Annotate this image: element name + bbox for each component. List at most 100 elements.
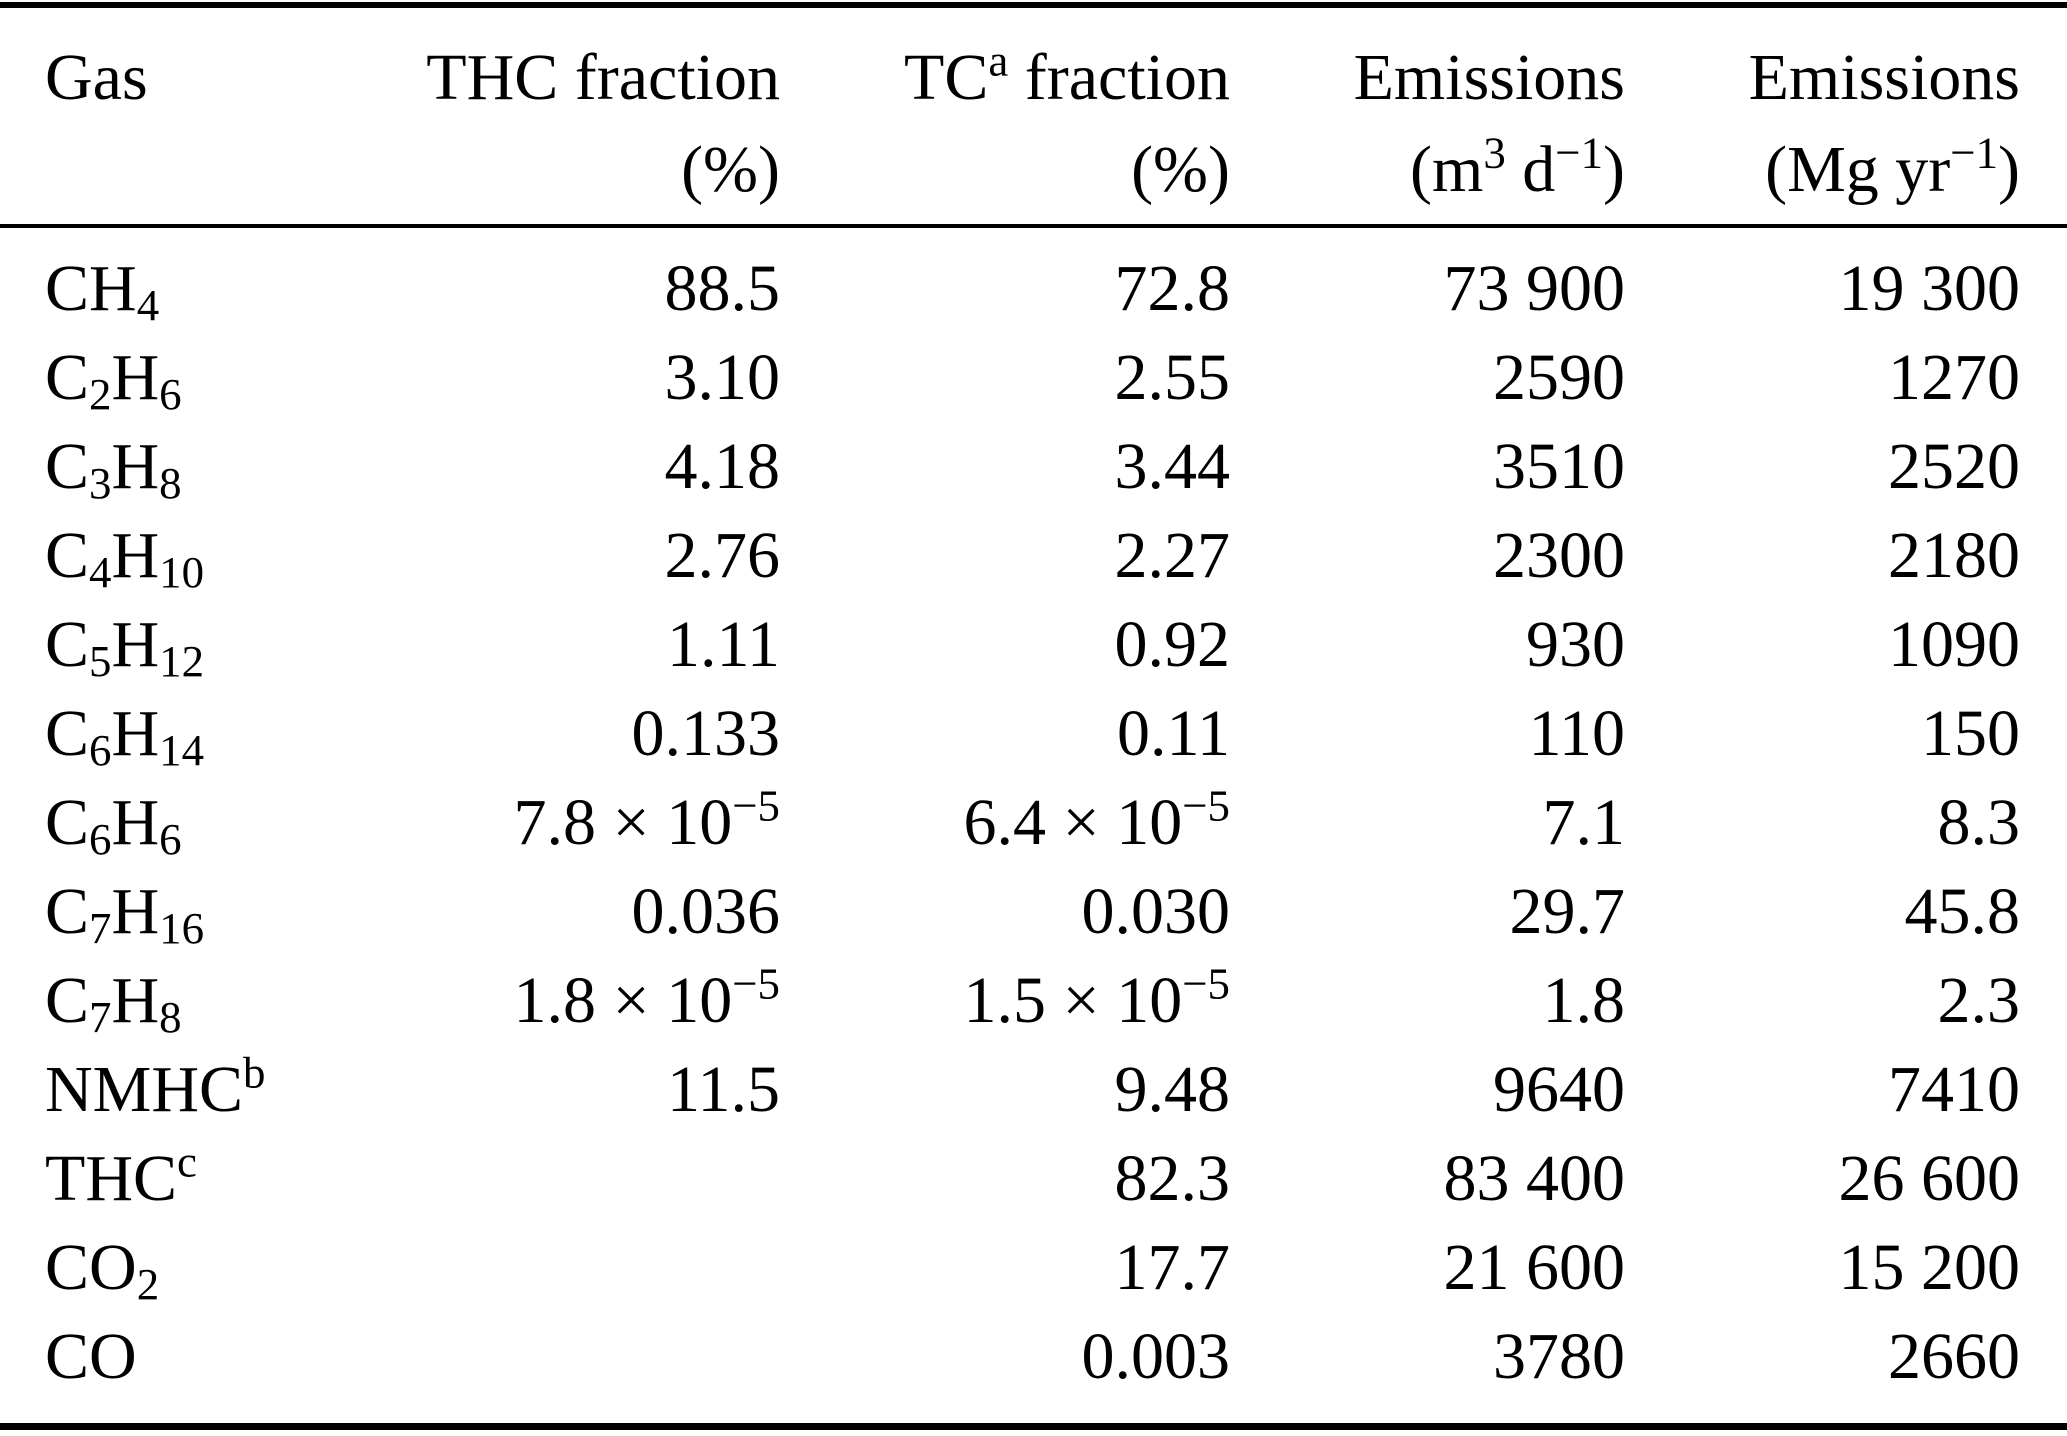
cell-emissions-m3-per-day: 73 900	[1443, 252, 1626, 325]
cell-gas: CH4	[45, 252, 160, 330]
cell-emissions-m3-per-day: 3510	[1493, 430, 1625, 503]
column-label: Emissions	[1748, 41, 2020, 114]
cell-gas: C2H6	[45, 341, 182, 419]
column-header-gas: Gas	[0, 5, 375, 228]
cell-tc-fraction: 0.030	[1081, 875, 1231, 948]
column-unit: (m3 d−1)	[1410, 127, 1625, 206]
table-row: C2H6 3.10 2.55 2590 1270	[0, 333, 2067, 422]
cell-emissions-mg-per-year: 8.3	[1937, 786, 2021, 859]
column-label: TCa fraction	[904, 35, 1230, 114]
column-header-thc-fraction: THC fraction (%)	[375, 5, 780, 228]
column-label: Gas	[45, 41, 148, 114]
superscript: −5	[1182, 958, 1230, 1009]
cell-gas: THCc	[45, 1136, 197, 1215]
cell-gas: CO2	[45, 1231, 160, 1309]
subscript: 2	[89, 368, 112, 419]
table-row: CO 0.003 3780 2660	[0, 1312, 2067, 1427]
cell-gas: C3H8	[45, 430, 182, 508]
cell-emissions-mg-per-year: 2180	[1888, 519, 2020, 592]
table-body: CH4 88.5 72.8 73 900 19 300 C2H6 3.10 2.55 2590 1…	[0, 226, 2067, 1427]
superscript: −1	[1950, 127, 1999, 178]
cell-tc-fraction: 2.55	[1114, 341, 1231, 414]
cell-emissions-mg-per-year: 2520	[1888, 430, 2020, 503]
cell-emissions-m3-per-day: 29.7	[1509, 875, 1626, 948]
table-row: C7H16 0.036 0.030 29.7 45.8	[0, 867, 2067, 956]
superscript: a	[988, 35, 1009, 86]
subscript: 6	[159, 813, 182, 864]
cell-thc-fraction: 2.76	[664, 519, 781, 592]
cell-gas: C6H6	[45, 786, 182, 864]
cell-thc-fraction: 11.5	[666, 1053, 780, 1126]
table-row: CH4 88.5 72.8 73 900 19 300	[0, 226, 2067, 333]
cell-thc-fraction: 3.10	[664, 341, 781, 414]
subscript: 14	[159, 724, 205, 775]
table-row: C5H12 1.11 0.92 930 1090	[0, 600, 2067, 689]
cell-tc-fraction: 3.44	[1114, 430, 1231, 503]
superscript: −5	[732, 780, 780, 831]
cell-emissions-mg-per-year: 26 600	[1838, 1142, 2021, 1215]
table-row: C6H14 0.133 0.11 110 150	[0, 689, 2067, 778]
cell-emissions-m3-per-day: 3780	[1493, 1320, 1625, 1393]
table-row: C6H6 7.8 × 10−5 6.4 × 10−5 7.1 8.3	[0, 778, 2067, 867]
cell-tc-fraction: 17.7	[1114, 1231, 1231, 1304]
superscript: −5	[732, 958, 780, 1009]
cell-emissions-m3-per-day: 21 600	[1443, 1231, 1626, 1304]
cell-tc-fraction: 6.4 × 10−5	[963, 780, 1230, 859]
subscript: 8	[159, 991, 182, 1042]
cell-thc-fraction: 7.8 × 10−5	[513, 780, 780, 859]
cell-emissions-m3-per-day: 1.8	[1542, 964, 1626, 1037]
cell-emissions-mg-per-year: 1090	[1888, 608, 2020, 681]
cell-emissions-m3-per-day: 2300	[1493, 519, 1625, 592]
cell-emissions-mg-per-year: 1270	[1888, 341, 2020, 414]
cell-emissions-mg-per-year: 7410	[1888, 1053, 2020, 1126]
table-row: C4H10 2.76 2.27 2300 2180	[0, 511, 2067, 600]
cell-tc-fraction: 0.92	[1114, 608, 1231, 681]
table-header-row: Gas THC fraction (%) TCa fraction (%) Emissio…	[0, 5, 2067, 228]
cell-thc-fraction: 88.5	[664, 252, 781, 325]
subscript: 3	[89, 457, 112, 508]
cell-emissions-m3-per-day: 2590	[1493, 341, 1625, 414]
cell-emissions-mg-per-year: 2660	[1888, 1320, 2020, 1393]
subscript: 2	[136, 1258, 160, 1309]
cell-tc-fraction: 0.003	[1081, 1320, 1231, 1393]
subscript: 4	[89, 546, 112, 597]
column-header-emissions-m3-per-day: Emissions (m3 d−1)	[1230, 5, 1625, 228]
cell-emissions-m3-per-day: 7.1	[1542, 786, 1626, 859]
column-label: Emissions	[1353, 41, 1625, 114]
cell-emissions-mg-per-year: 15 200	[1838, 1231, 2021, 1304]
subscript: 16	[159, 902, 205, 953]
subscript: 10	[159, 546, 205, 597]
column-label: THC fraction	[426, 41, 780, 114]
cell-thc-fraction	[375, 1223, 780, 1312]
column-unit: (Mg yr−1)	[1765, 127, 2020, 206]
table-row: CO2 17.7 21 600 15 200	[0, 1223, 2067, 1312]
cell-thc-fraction: 0.133	[631, 697, 781, 770]
cell-thc-fraction	[375, 1312, 780, 1427]
superscript: −1	[1555, 127, 1604, 178]
cell-emissions-mg-per-year: 2.3	[1937, 964, 2021, 1037]
column-header-emissions-mg-per-year: Emissions (Mg yr−1)	[1625, 5, 2067, 228]
superscript: −5	[1182, 780, 1230, 831]
cell-tc-fraction: 72.8	[1114, 252, 1231, 325]
column-unit	[45, 124, 375, 216]
cell-thc-fraction	[375, 1134, 780, 1223]
table-row: THCc 82.3 83 400 26 600	[0, 1134, 2067, 1223]
table-row: C3H8 4.18 3.44 3510 2520	[0, 422, 2067, 511]
table-row: C7H8 1.8 × 10−5 1.5 × 10−5 1.8 2.3	[0, 956, 2067, 1045]
cell-gas: C5H12	[45, 608, 205, 686]
subscript: 6	[159, 368, 182, 419]
subscript: 6	[89, 813, 112, 864]
table-header: Gas THC fraction (%) TCa fraction (%) Emissio…	[0, 5, 2067, 228]
cell-gas: C7H8	[45, 964, 182, 1042]
cell-emissions-mg-per-year: 150	[1921, 697, 2020, 770]
cell-tc-fraction: 1.5 × 10−5	[963, 958, 1230, 1037]
cell-emissions-m3-per-day: 83 400	[1443, 1142, 1626, 1215]
cell-emissions-m3-per-day: 110	[1528, 697, 1625, 770]
cell-tc-fraction: 2.27	[1114, 519, 1231, 592]
cell-gas: CO	[45, 1320, 137, 1393]
subscript: 7	[89, 991, 112, 1042]
superscript: c	[177, 1136, 197, 1187]
cell-tc-fraction: 82.3	[1114, 1142, 1231, 1215]
